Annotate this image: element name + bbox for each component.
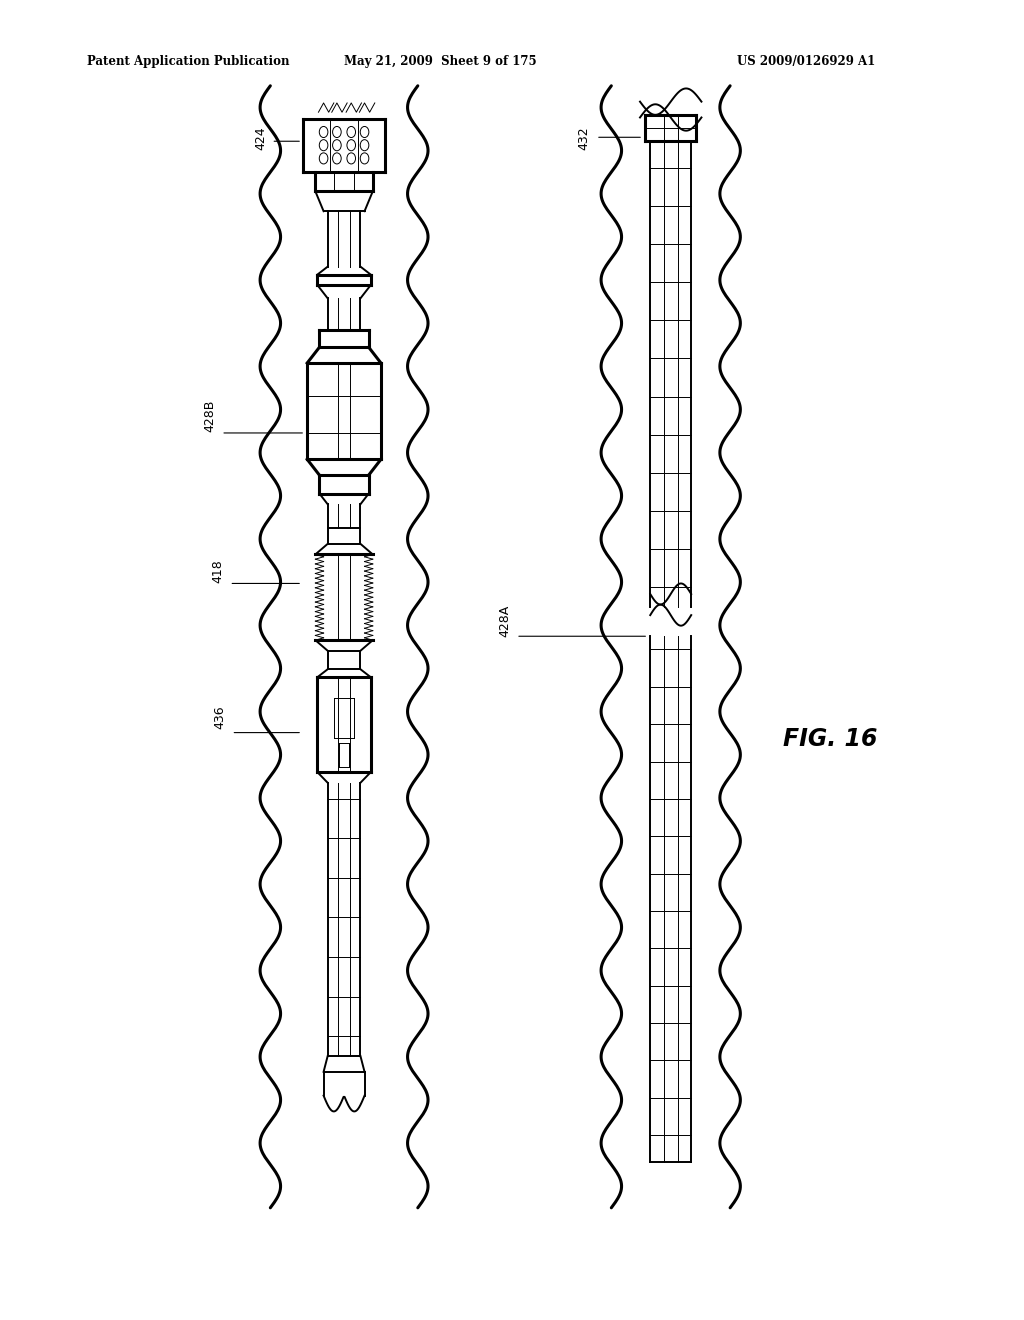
Text: Patent Application Publication: Patent Application Publication bbox=[87, 55, 290, 69]
Text: 428A: 428A bbox=[499, 605, 511, 636]
Text: 418: 418 bbox=[212, 560, 224, 583]
Text: 428B: 428B bbox=[204, 400, 216, 432]
Text: 436: 436 bbox=[214, 705, 226, 729]
Text: US 2009/0126929 A1: US 2009/0126929 A1 bbox=[737, 55, 876, 69]
Text: 432: 432 bbox=[578, 127, 590, 150]
Text: FIG. 16: FIG. 16 bbox=[783, 727, 878, 751]
Text: 424: 424 bbox=[255, 127, 267, 150]
Text: May 21, 2009  Sheet 9 of 175: May 21, 2009 Sheet 9 of 175 bbox=[344, 55, 537, 69]
